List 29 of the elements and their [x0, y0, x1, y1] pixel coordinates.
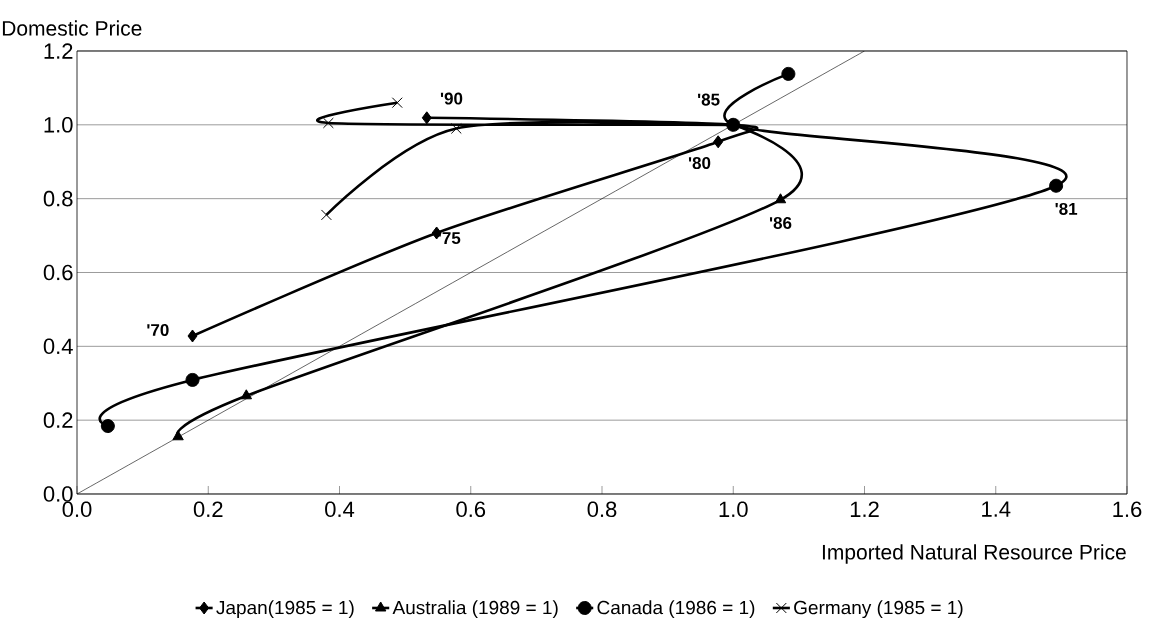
- y-tick-label: 1.0: [44, 117, 73, 133]
- annotation: '90: [440, 92, 463, 105]
- x-tick-label: 1.2: [850, 501, 879, 517]
- x-tick-label: 0.8: [587, 501, 617, 518]
- y-axis-title: Domestic Price: [2, 20, 142, 36]
- y-tick-label: 1.2: [44, 43, 73, 59]
- y-tick-label: 0.2: [43, 412, 73, 428]
- annotation: '86: [769, 216, 792, 230]
- legend-label: Germany (1985 = 1): [794, 600, 963, 619]
- x-tick-label: 1.0: [719, 501, 748, 518]
- x-tick-label: 1.6: [1113, 501, 1142, 518]
- annotation: '85: [698, 93, 720, 106]
- annotation: '80: [688, 157, 711, 170]
- annotation: '70: [147, 323, 169, 337]
- y-tick-label: 0.4: [43, 338, 73, 355]
- legend-label: Canada (1986 = 1): [597, 600, 755, 619]
- annotation: '81: [1055, 202, 1078, 215]
- x-tick-label: 0.0: [62, 501, 92, 518]
- y-tick-label: 0.8: [43, 190, 73, 207]
- x-tick-label: 0.6: [456, 501, 486, 518]
- annotation: '75: [438, 232, 461, 245]
- legend-label: Australia (1989 = 1): [392, 600, 558, 619]
- y-tick-label: 0.0: [43, 486, 73, 502]
- x-tick-label: 0.2: [193, 501, 223, 518]
- x-tick-label: 0.4: [325, 501, 355, 518]
- legend-label: Japan(1985 = 1): [216, 600, 354, 619]
- y-tick-label: 0.6: [43, 264, 73, 281]
- x-tick-label: 1.4: [982, 501, 1011, 517]
- x-axis-title: Imported Natural Resource Price: [822, 544, 1126, 564]
